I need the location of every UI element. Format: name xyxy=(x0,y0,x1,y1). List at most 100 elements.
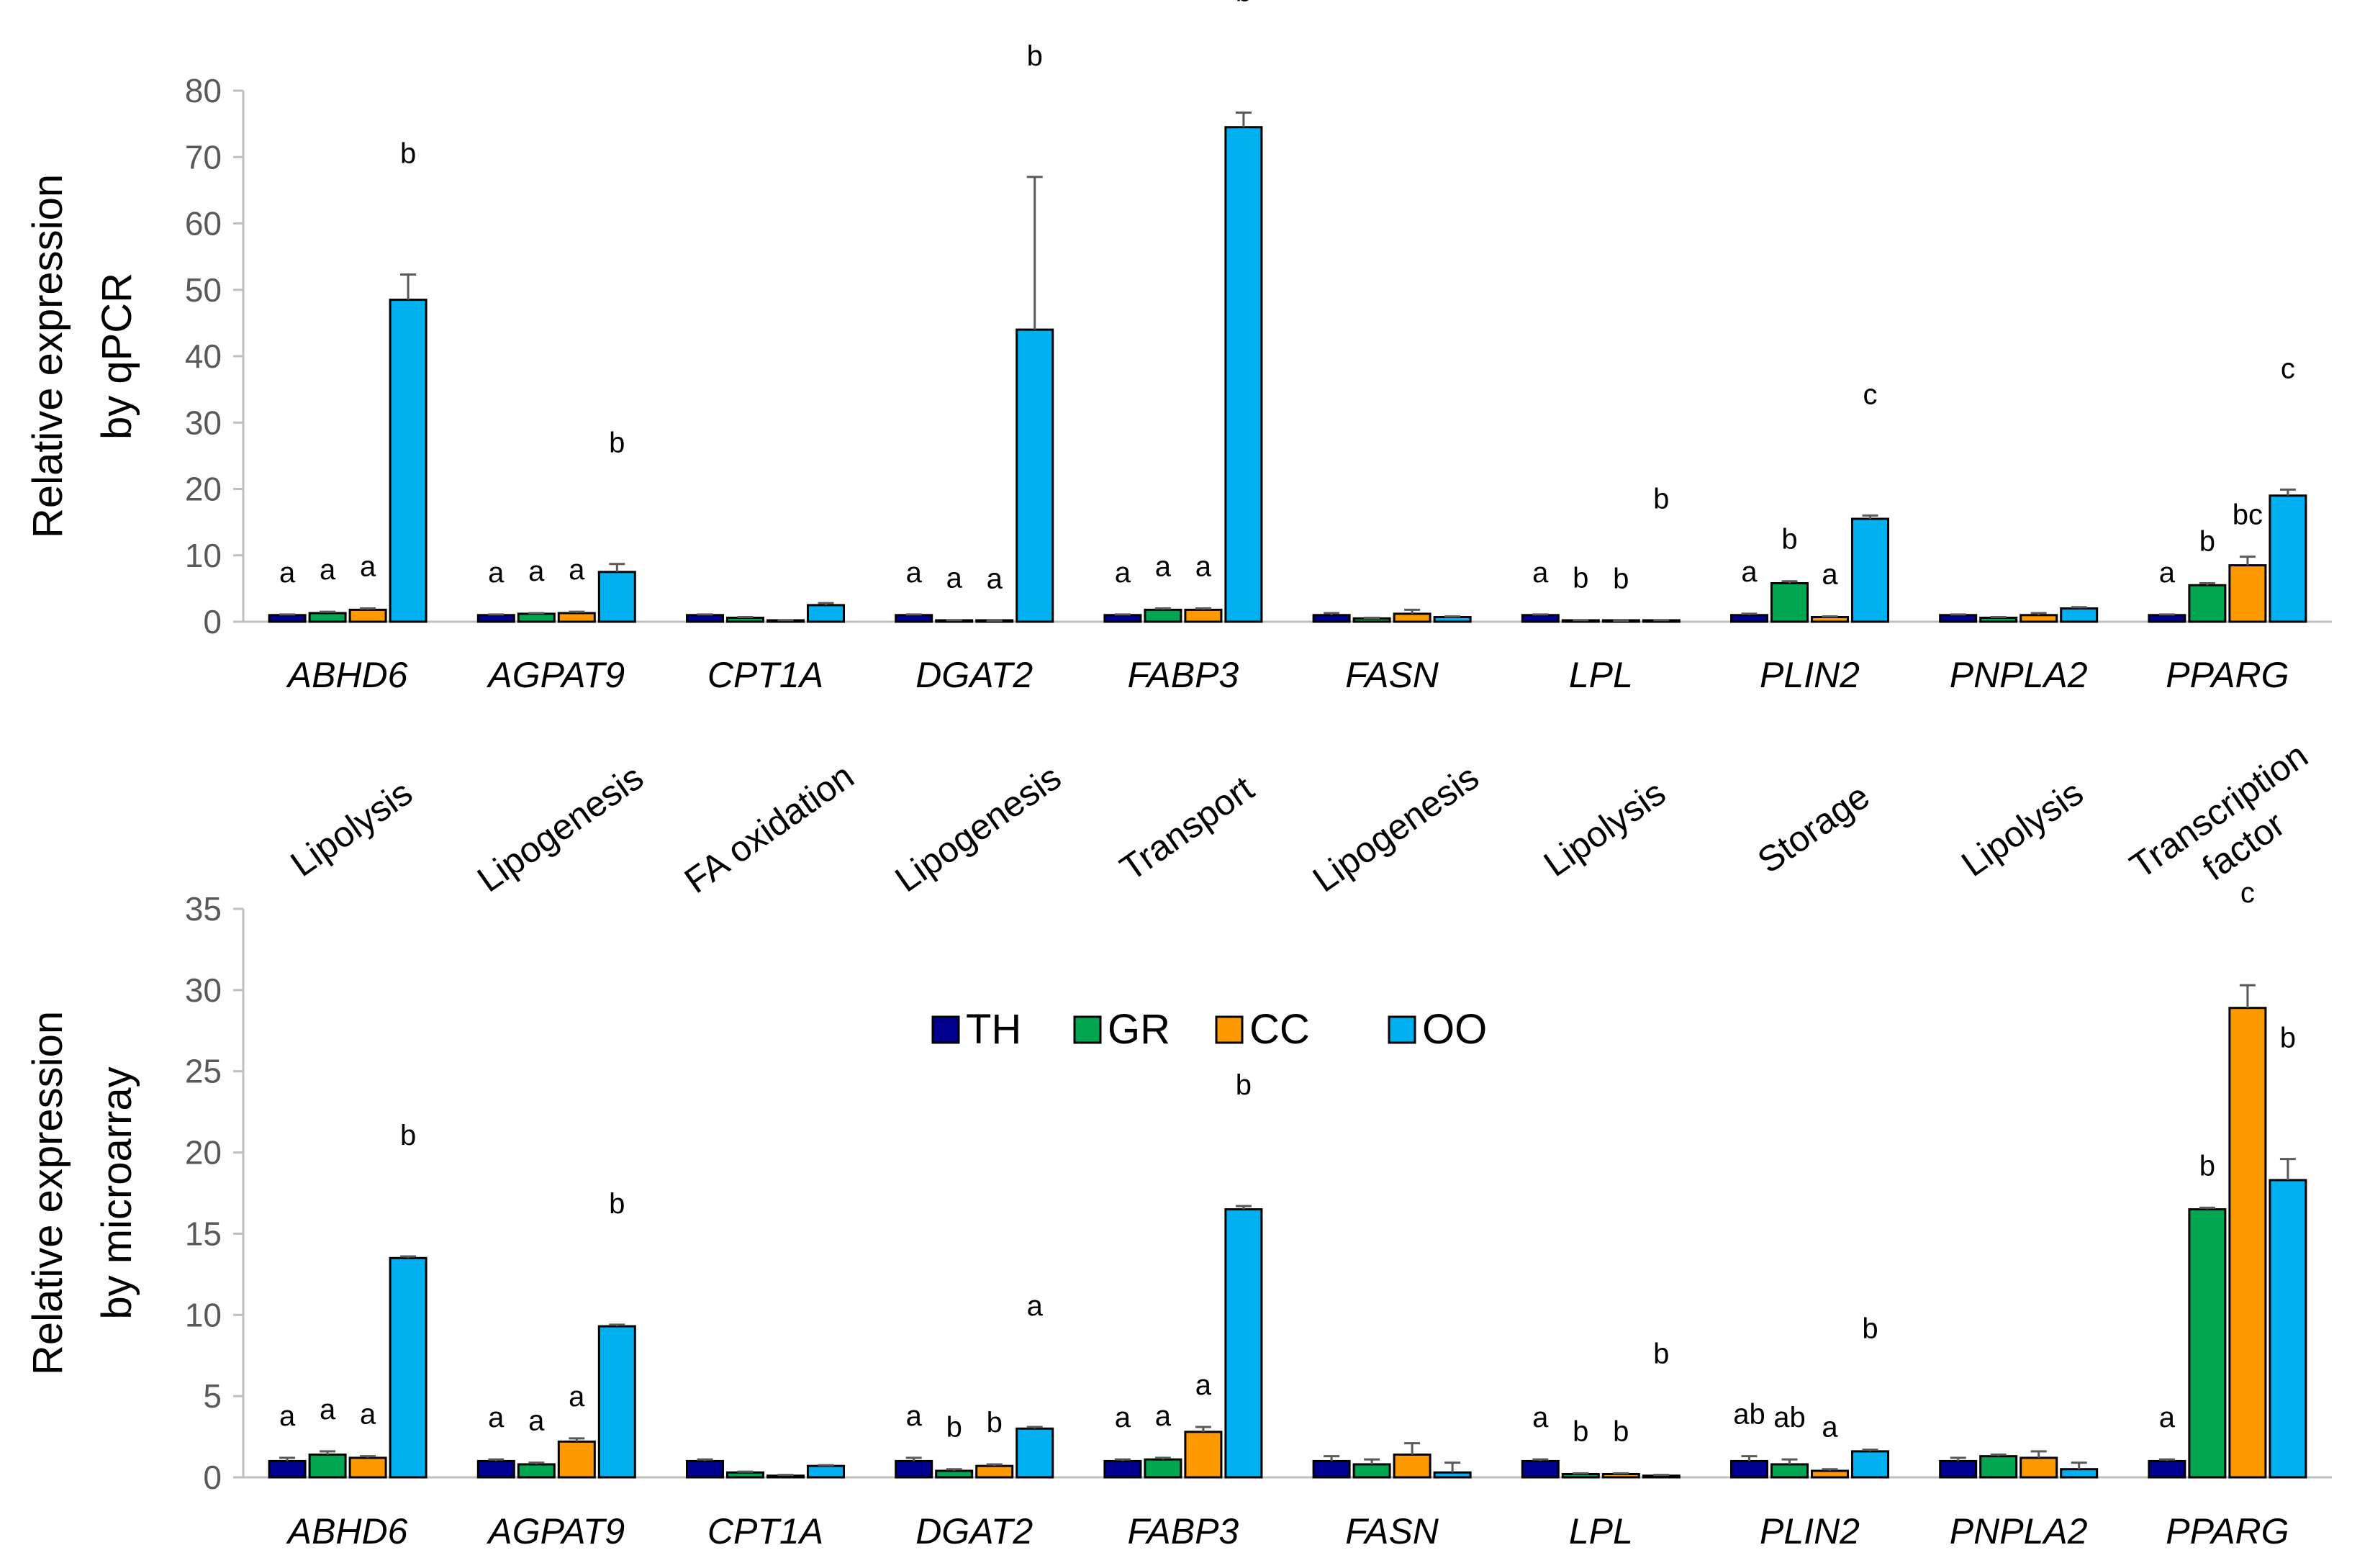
bar-gr xyxy=(1770,581,1809,623)
bar-oo xyxy=(597,1325,636,1479)
bar-gr xyxy=(1144,608,1182,623)
bar-oo xyxy=(2060,1468,2099,1479)
significance-label: a xyxy=(1155,1400,1172,1432)
y-tick-label: 40 xyxy=(185,337,222,375)
gene-label: PPARG xyxy=(2166,1511,2289,1551)
significance-label: b xyxy=(1862,1313,1878,1345)
gene-label: FASN xyxy=(1345,655,1439,695)
bar-cc xyxy=(975,1464,1014,1479)
bar-th xyxy=(1730,614,1768,623)
bar-gr xyxy=(517,612,556,623)
bar-th xyxy=(895,1459,933,1479)
bar-oo xyxy=(1224,126,1263,623)
legend-swatch-oo xyxy=(1388,1015,1416,1044)
qpcr-chart: 0 10 20 30 40 50 60 70 80 Relative expression by q… xyxy=(24,0,2332,695)
significance-label: b xyxy=(1027,40,1043,72)
significance-label: c xyxy=(2240,877,2255,909)
gene-label: ABHD6 xyxy=(286,655,408,695)
bar-th xyxy=(1312,614,1351,623)
significance-label: a xyxy=(1532,557,1549,589)
bar-th xyxy=(476,614,515,623)
gene-label: AGPAT9 xyxy=(486,1511,625,1551)
y-axis-title: by qPCR xyxy=(94,273,140,440)
gene-label: LPL xyxy=(1569,655,1633,695)
function-label: Storage xyxy=(1750,776,1877,881)
significance-label: a xyxy=(2159,1402,2176,1433)
bar-oo xyxy=(389,299,428,623)
significance-label: a xyxy=(906,1400,923,1432)
bar-gr xyxy=(1561,1472,1600,1479)
significance-label: a xyxy=(1115,1402,1131,1433)
significance-label: bc xyxy=(2233,499,2263,531)
gene-label: PLIN2 xyxy=(1760,1511,1860,1551)
bar-gr xyxy=(517,1463,556,1479)
bar-cc xyxy=(1184,608,1223,623)
function-label: Transport xyxy=(1113,768,1261,889)
bar-cc xyxy=(2020,614,2058,623)
significance-label: b xyxy=(1236,0,1252,7)
bar-cc xyxy=(1601,1472,1640,1479)
gene-label: CPT1A xyxy=(707,655,823,695)
bar-th xyxy=(268,614,307,623)
significance-label: ab xyxy=(1773,1402,1806,1433)
significance-label: a xyxy=(569,554,585,586)
significance-label: a xyxy=(1195,1369,1212,1401)
y-tick-label: 50 xyxy=(185,271,222,309)
y-axis-title: by microarray xyxy=(94,1066,140,1319)
y-tick-label: 25 xyxy=(185,1053,222,1090)
bar-oo xyxy=(2269,1179,2307,1479)
significance-label: b xyxy=(1781,524,1797,556)
bar-oo xyxy=(1016,1427,1054,1479)
bar-oo xyxy=(807,1464,845,1479)
bar-th xyxy=(1103,614,1142,623)
significance-label: a xyxy=(1195,551,1212,583)
significance-label: a xyxy=(320,1394,336,1426)
function-label: Lipolysis xyxy=(1954,772,2090,884)
significance-label: b xyxy=(1653,484,1669,515)
significance-label: c xyxy=(2281,353,2295,384)
bar-th xyxy=(686,614,724,623)
y-tick-label: 0 xyxy=(203,603,222,640)
bar-th xyxy=(1939,1459,1978,1479)
gene-label: PNPLA2 xyxy=(1950,655,2088,695)
significance-label: a xyxy=(987,563,1003,595)
legend: TH GR CC OO xyxy=(931,1006,1487,1053)
bar-th xyxy=(476,1459,515,1479)
significance-label: b xyxy=(400,138,416,170)
bar-oo xyxy=(807,604,845,623)
bar-cc xyxy=(1811,1469,1849,1479)
bar-oo xyxy=(1433,616,1472,623)
bar-oo xyxy=(2060,607,2099,623)
bar-cc xyxy=(1393,612,1432,623)
gene-label: LPL xyxy=(1569,1511,1633,1551)
function-label: FA oxidation xyxy=(677,756,861,901)
significance-label: a xyxy=(528,556,545,587)
gene-label: FASN xyxy=(1345,1511,1439,1551)
legend-swatch-gr xyxy=(1073,1015,1102,1044)
bar-cc xyxy=(1811,616,1849,623)
significance-label: a xyxy=(946,563,963,594)
significance-label: b xyxy=(2199,525,2215,557)
bar-th xyxy=(1521,614,1560,623)
significance-label: b xyxy=(1236,1069,1252,1101)
bar-gr xyxy=(1352,617,1391,623)
bar-oo xyxy=(1433,1471,1472,1479)
significance-label: b xyxy=(609,1188,625,1220)
gene-label: PPARG xyxy=(2166,655,2289,695)
legend-label: CC xyxy=(1249,1006,1310,1053)
significance-label: a xyxy=(569,1381,585,1413)
y-tick-label: 20 xyxy=(185,471,222,508)
bar-gr xyxy=(1979,1455,2018,1479)
bar-oo xyxy=(1851,517,1889,623)
gene-label: CPT1A xyxy=(707,1511,823,1551)
significance-label: a xyxy=(528,1405,545,1437)
bar-oo xyxy=(597,571,636,623)
bar-cc xyxy=(1393,1453,1432,1479)
bar-gr xyxy=(1979,616,2018,623)
legend-label: TH xyxy=(966,1006,1021,1053)
significance-label: b xyxy=(1573,1415,1588,1447)
significance-label: a xyxy=(488,557,505,589)
legend-swatch-th xyxy=(931,1015,960,1044)
gene-label: FABP3 xyxy=(1128,655,1239,695)
